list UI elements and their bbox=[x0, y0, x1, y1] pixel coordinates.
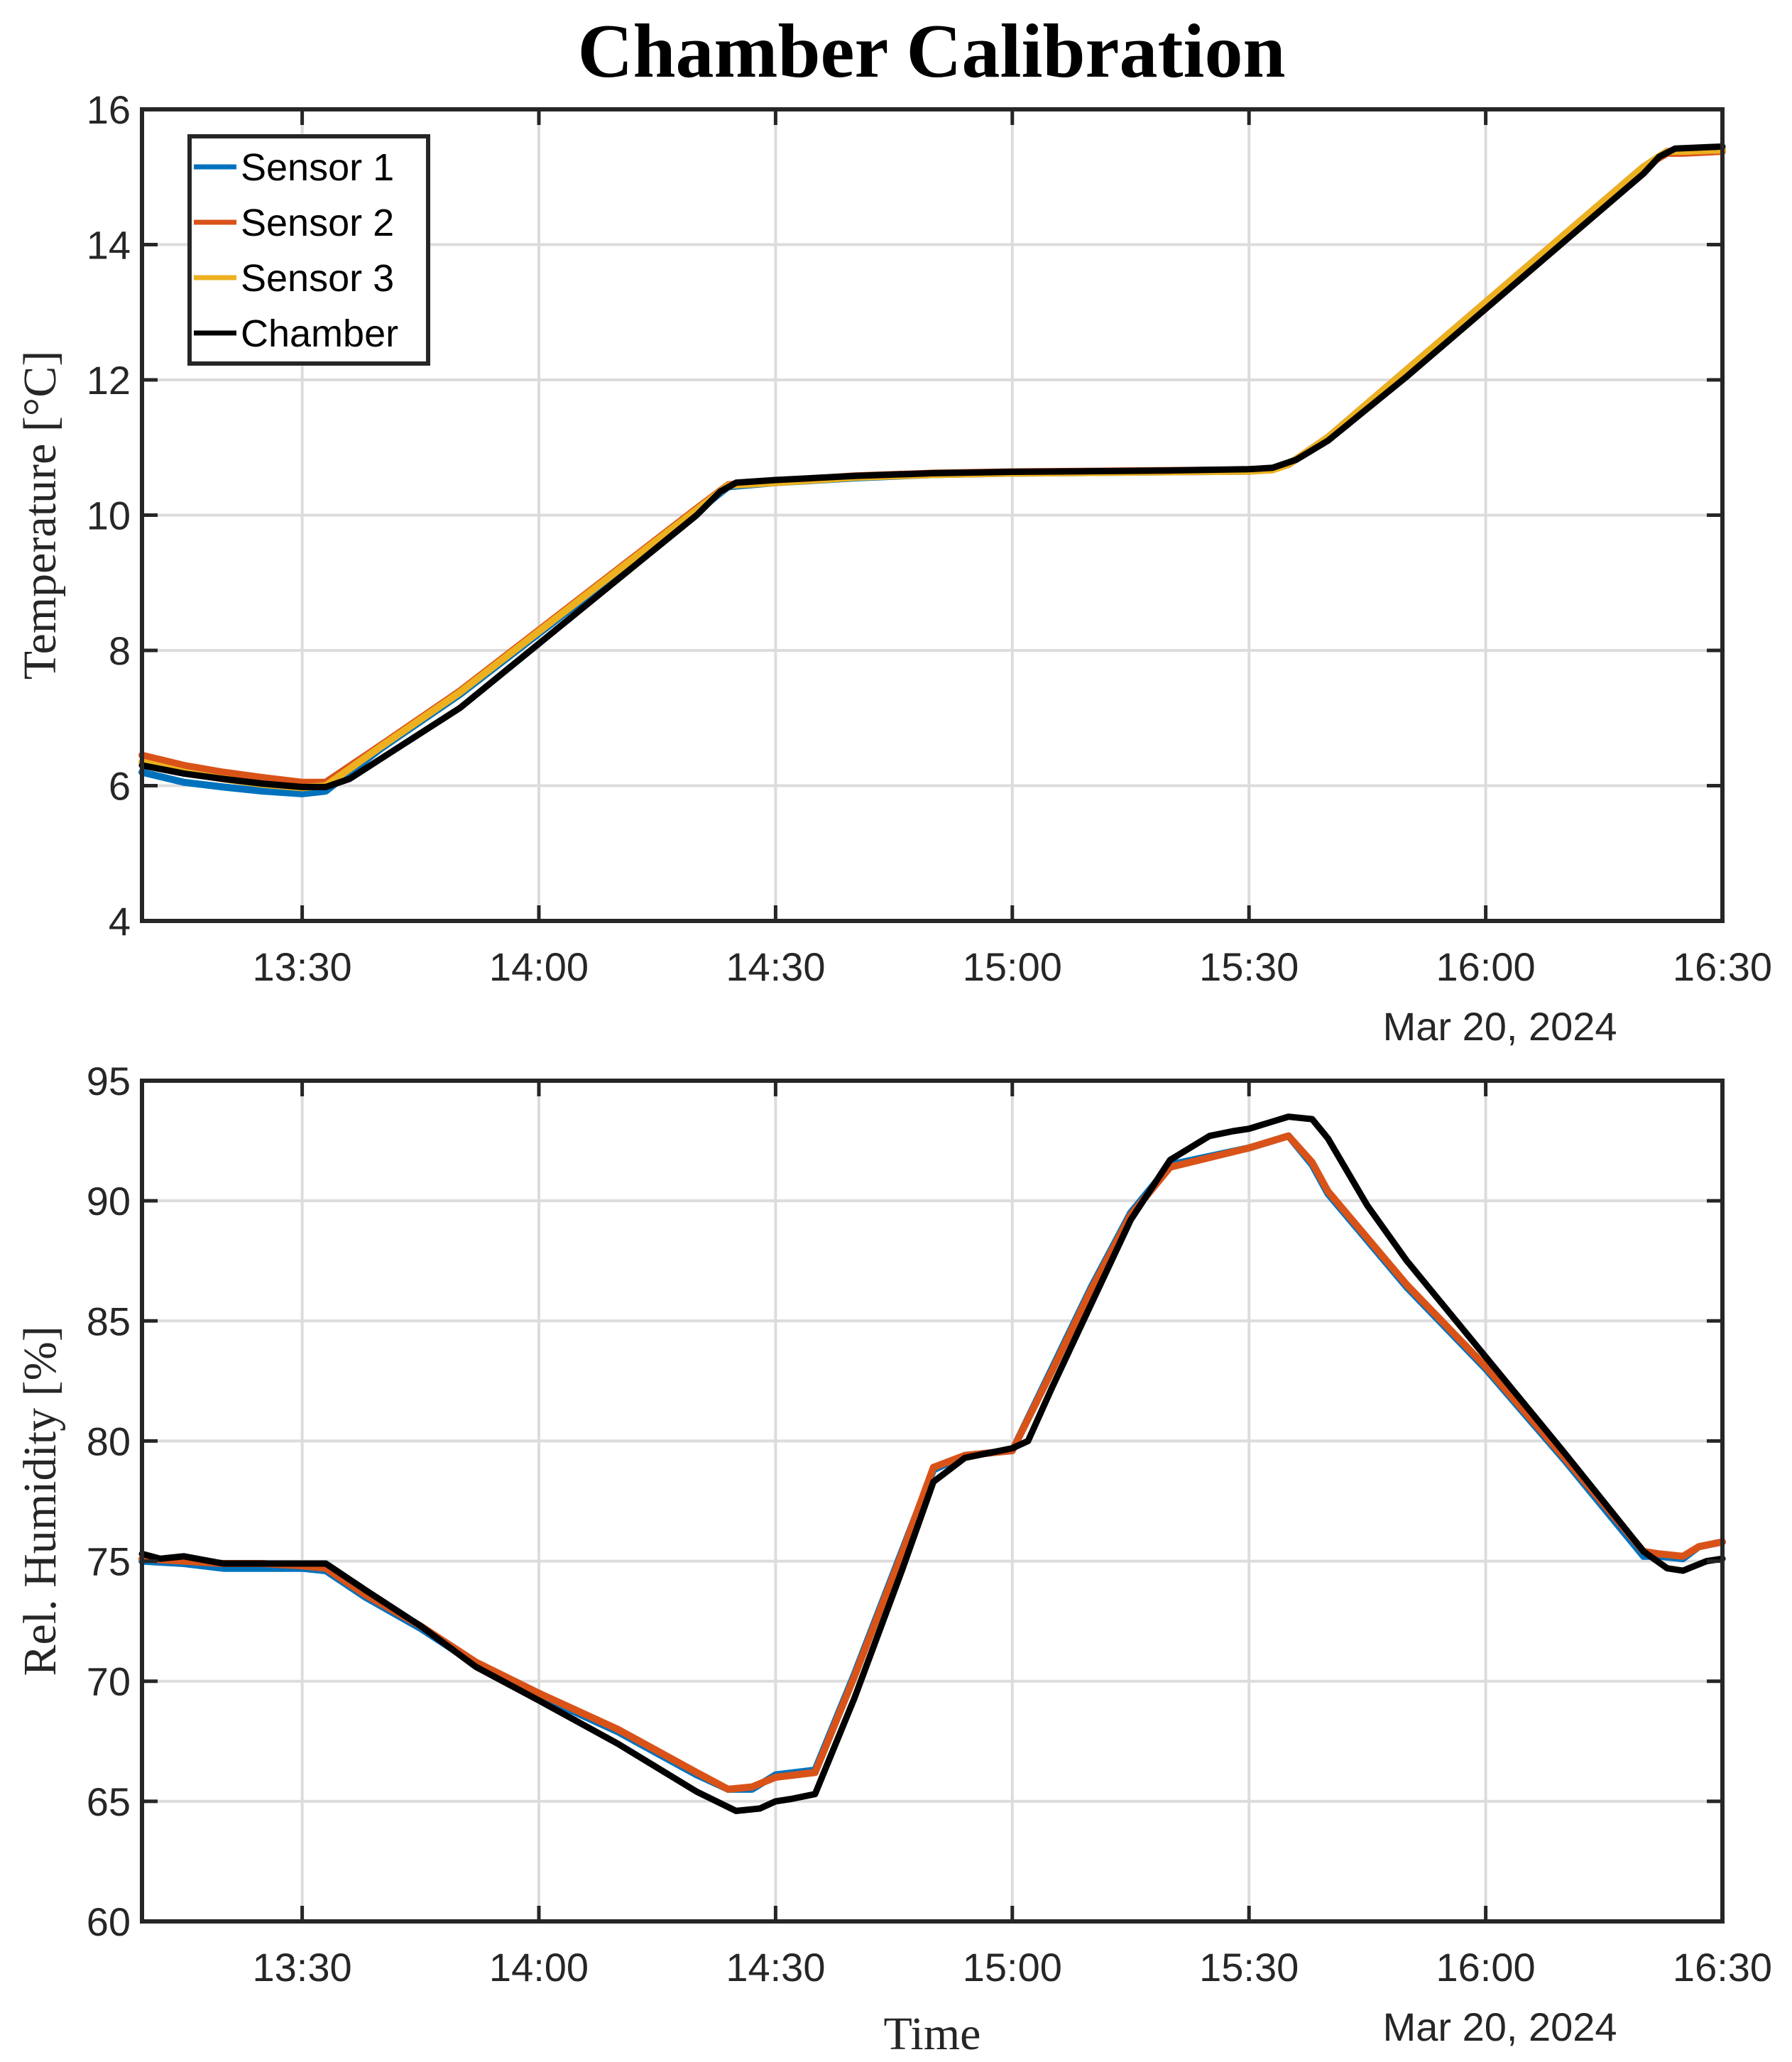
temperature-plot: 4 6 8 10 12 14 16 13:30 14:00 14:30 15:00 15:30 16:… bbox=[14, 87, 1772, 1049]
humidity-y-tick-label: 70 bbox=[87, 1659, 131, 1704]
humidity-date-label: Mar 20, 2024 bbox=[1383, 2004, 1617, 2049]
humidity-y-tick-label: 95 bbox=[87, 1059, 131, 1103]
humidity-y-tick-label: 80 bbox=[87, 1419, 131, 1463]
temperature-x-tick-label: 14:00 bbox=[489, 944, 589, 989]
humidity-y-tick-label: 85 bbox=[87, 1299, 131, 1343]
humidity-y-tick-label: 90 bbox=[87, 1179, 131, 1223]
legend-item-sensor-2: Sensor 2 bbox=[194, 202, 394, 244]
temperature-grid bbox=[142, 109, 1722, 921]
temperature-y-tick-label: 8 bbox=[109, 628, 131, 673]
humidity-x-tick-label: 16:00 bbox=[1436, 1945, 1536, 1990]
humidity-y-tick-labels: 60 65 70 75 80 85 90 95 bbox=[87, 1059, 131, 1944]
legend-label-chamber: Chamber bbox=[241, 312, 398, 355]
temperature-y-tick-label: 14 bbox=[87, 223, 131, 268]
humidity-series bbox=[138, 1113, 1726, 1814]
chart-title: Chamber Calibration bbox=[577, 9, 1285, 94]
humidity-x-axis-label: Time bbox=[884, 2008, 981, 2060]
humidity-y-axis-label: Rel. Humidity [%] bbox=[14, 1326, 66, 1676]
humidity-line-sensor-2 bbox=[138, 1132, 1726, 1793]
legend-item-chamber: Chamber bbox=[194, 312, 398, 355]
humidity-grid bbox=[142, 1081, 1722, 1921]
humidity-axes-frame bbox=[140, 1079, 1725, 1924]
legend-label-sensor-1: Sensor 1 bbox=[241, 146, 394, 189]
humidity-plot: 60 65 70 75 80 85 90 95 13:30 14:00 14:30 15:00 15:… bbox=[14, 1059, 1772, 2060]
temperature-y-tick-label: 6 bbox=[109, 764, 131, 809]
humidity-line-chamber bbox=[138, 1113, 1726, 1814]
temperature-y-tick-label: 16 bbox=[87, 87, 131, 132]
humidity-x-tick-label: 14:30 bbox=[726, 1945, 825, 1990]
temperature-series bbox=[138, 143, 1726, 797]
humidity-x-tick-label: 14:00 bbox=[489, 1945, 589, 1990]
legend-label-sensor-2: Sensor 2 bbox=[241, 202, 394, 244]
temperature-date-label: Mar 20, 2024 bbox=[1383, 1004, 1617, 1049]
temperature-x-tick-label: 15:30 bbox=[1199, 944, 1299, 989]
humidity-x-tick-label: 13:30 bbox=[253, 1945, 352, 1990]
temperature-y-tick-labels: 4 6 8 10 12 14 16 bbox=[87, 87, 131, 944]
temperature-y-tick-label: 4 bbox=[109, 899, 131, 944]
temperature-x-tick-label: 15:00 bbox=[963, 944, 1062, 989]
temperature-x-tick-label: 14:30 bbox=[726, 944, 825, 989]
temperature-y-axis-label: Temperature [°C] bbox=[14, 351, 66, 680]
legend-item-sensor-3: Sensor 3 bbox=[194, 257, 394, 300]
humidity-x-tick-label: 15:30 bbox=[1199, 1945, 1299, 1990]
humidity-x-tick-label: 15:00 bbox=[963, 1945, 1062, 1990]
legend-label-sensor-3: Sensor 3 bbox=[241, 257, 394, 300]
humidity-x-tick-label: 16:30 bbox=[1673, 1945, 1772, 1990]
temperature-y-tick-label: 12 bbox=[87, 358, 131, 403]
temperature-x-tick-labels: 13:30 14:00 14:30 15:00 15:30 16:00 16:30 bbox=[253, 944, 1773, 989]
humidity-ticks bbox=[142, 1079, 1725, 1924]
humidity-y-tick-label: 65 bbox=[87, 1779, 131, 1824]
temperature-line-chamber bbox=[138, 143, 1726, 790]
temperature-ticks bbox=[142, 107, 1725, 923]
legend-box bbox=[187, 134, 430, 366]
legend-item-sensor-1: Sensor 1 bbox=[194, 146, 394, 189]
humidity-y-tick-label: 60 bbox=[87, 1899, 131, 1944]
humidity-x-tick-labels: 13:30 14:00 14:30 15:00 15:30 16:00 16:30 bbox=[253, 1945, 1773, 1990]
temperature-x-tick-label: 16:30 bbox=[1673, 944, 1772, 989]
temperature-x-tick-label: 13:30 bbox=[253, 944, 352, 989]
legend: Sensor 1 Sensor 2 Sensor 3 Chamber bbox=[187, 134, 430, 366]
temperature-y-tick-label: 10 bbox=[87, 493, 131, 538]
humidity-y-tick-label: 75 bbox=[87, 1539, 131, 1584]
temperature-x-tick-label: 16:00 bbox=[1436, 944, 1536, 989]
